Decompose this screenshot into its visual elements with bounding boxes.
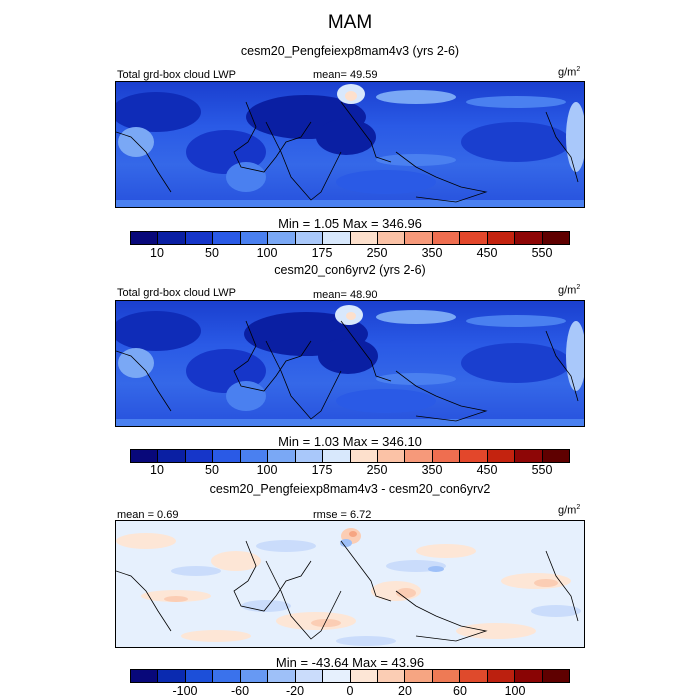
- colorbar-swatch: [323, 232, 351, 244]
- panel3-subtitle: cesm20_Pengfeiexp8mam4v3 - cesm20_con6yr…: [209, 482, 491, 496]
- colorbar-swatch: [158, 450, 186, 462]
- colorbar-swatch: [432, 232, 461, 244]
- panel2-units: g/m2: [558, 284, 581, 297]
- colorbar-tick-label: 250: [366, 463, 388, 477]
- colorbar-tick-label: 0: [346, 684, 354, 698]
- colorbar-swatch: [323, 450, 351, 462]
- colorbar-swatch: [185, 450, 214, 462]
- panel2-min-max: Min = 1.03 Max = 346.10: [278, 434, 422, 449]
- colorbar-tick-label: -20: [285, 684, 305, 698]
- colorbar-swatch: [377, 232, 406, 244]
- panel3-mean-label: mean = 0.69: [117, 509, 179, 521]
- colorbar-swatch: [487, 450, 516, 462]
- colorbar-swatch: [515, 232, 543, 244]
- panel2-mean-label: mean= 48.90: [313, 289, 378, 301]
- page-title: MAM: [327, 12, 373, 33]
- colorbar-swatch: [460, 670, 488, 682]
- colorbar-swatch: [377, 670, 406, 682]
- colorbar-swatch: [131, 450, 159, 462]
- colorbar-swatch: [542, 670, 569, 682]
- panel3-rmse-label: rmse = 6.72: [313, 509, 372, 521]
- colorbar-tick-label: 20: [398, 684, 412, 698]
- colorbar-swatch: [405, 232, 433, 244]
- panel2-subtitle: cesm20_con6yrv2 (yrs 2-6): [274, 263, 426, 277]
- colorbar-swatch: [323, 670, 351, 682]
- panel1-min-max: Min = 1.05 Max = 346.96: [278, 216, 422, 231]
- panel1-map: [115, 81, 585, 208]
- colorbar-swatch: [185, 232, 214, 244]
- colorbar-tick-label: 450: [476, 463, 498, 477]
- colorbar-swatch: [185, 670, 214, 682]
- panel1-left-label: Total grd-box cloud LWP: [117, 69, 237, 81]
- panel1-colorbar: [130, 231, 570, 245]
- colorbar-swatch: [268, 450, 296, 462]
- colorbar-tick-label: 550: [531, 246, 553, 260]
- colorbar-swatch: [268, 670, 296, 682]
- panel3-units: g/m2: [558, 504, 581, 517]
- colorbar-tick-label: 100: [256, 463, 278, 477]
- colorbar-tick-label: 10: [150, 463, 164, 477]
- colorbar-swatch: [295, 670, 324, 682]
- colorbar-swatch: [240, 232, 269, 244]
- colorbar-tick-label: 100: [504, 684, 526, 698]
- colorbar-swatch: [131, 670, 159, 682]
- colorbar-swatch: [460, 450, 488, 462]
- colorbar-swatch: [158, 670, 186, 682]
- colorbar-swatch: [432, 450, 461, 462]
- colorbar-tick-label: -100: [172, 684, 198, 698]
- colorbar-swatch: [213, 450, 241, 462]
- colorbar-swatch: [405, 450, 433, 462]
- panel3-map: [115, 520, 585, 648]
- colorbar-tick-label: 175: [311, 246, 333, 260]
- panel3-min-max: Min = -43.64 Max = 43.96: [275, 655, 425, 670]
- colorbar-swatch: [487, 670, 516, 682]
- colorbar-swatch: [131, 232, 159, 244]
- panel1-mean-label: mean= 49.59: [313, 69, 378, 81]
- panel2-map: [115, 300, 585, 427]
- colorbar-tick-label: -60: [230, 684, 250, 698]
- colorbar-swatch: [405, 670, 433, 682]
- colorbar-swatch: [542, 232, 569, 244]
- colorbar-swatch: [213, 670, 241, 682]
- colorbar-tick-label: 175: [311, 463, 333, 477]
- colorbar-tick-label: 250: [366, 246, 388, 260]
- colorbar-tick-label: 350: [421, 246, 443, 260]
- panel2-left-label: Total grd-box cloud LWP: [117, 287, 237, 299]
- colorbar-tick-label: 450: [476, 246, 498, 260]
- colorbar-tick-label: 550: [531, 463, 553, 477]
- colorbar-tick-label: 60: [453, 684, 467, 698]
- panel1-map-plot: [116, 82, 584, 207]
- colorbar-swatch: [350, 450, 378, 462]
- colorbar-swatch: [432, 670, 461, 682]
- colorbar-swatch: [515, 450, 543, 462]
- colorbar-swatch: [515, 670, 543, 682]
- colorbar-tick-label: 50: [205, 463, 219, 477]
- colorbar-swatch: [460, 232, 488, 244]
- colorbar-swatch: [350, 232, 378, 244]
- colorbar-swatch: [268, 232, 296, 244]
- colorbar-tick-label: 350: [421, 463, 443, 477]
- colorbar-swatch: [350, 670, 378, 682]
- colorbar-swatch: [213, 232, 241, 244]
- panel3-map-plot: [116, 521, 584, 647]
- colorbar-swatch: [295, 232, 324, 244]
- colorbar-swatch: [158, 232, 186, 244]
- colorbar-swatch: [377, 450, 406, 462]
- colorbar-swatch: [487, 232, 516, 244]
- colorbar-tick-label: 50: [205, 246, 219, 260]
- colorbar-swatch: [240, 670, 269, 682]
- colorbar-swatch: [542, 450, 569, 462]
- colorbar-tick-label: 100: [256, 246, 278, 260]
- colorbar-swatch: [240, 450, 269, 462]
- colorbar-tick-label: 10: [150, 246, 164, 260]
- panel3-colorbar: [130, 669, 570, 683]
- panel1-units: g/m2: [558, 66, 581, 79]
- panel1-subtitle: cesm20_Pengfeiexp8mam4v3 (yrs 2-6): [240, 44, 460, 58]
- colorbar-swatch: [295, 450, 324, 462]
- panel2-colorbar: [130, 449, 570, 463]
- panel2-map-plot: [116, 301, 584, 426]
